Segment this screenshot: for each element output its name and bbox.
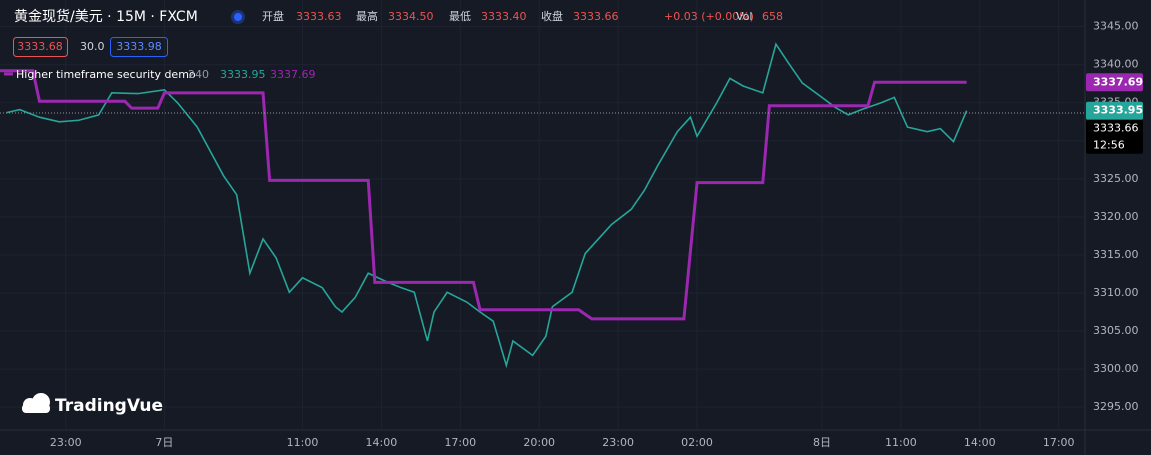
- bid-price[interactable]: 3333.68: [17, 40, 63, 53]
- ohlc-label: 收盘: [541, 9, 563, 23]
- logo-part: [22, 404, 50, 413]
- countdown: 12:56: [1093, 139, 1125, 152]
- indicator-value: 3337.69: [270, 68, 316, 81]
- ohlc-value: 3333.40: [481, 10, 527, 23]
- series-line: [6, 42, 968, 369]
- y-tick-label: 3345.00: [1093, 20, 1139, 33]
- y-tick-label: 3325.00: [1093, 172, 1139, 185]
- last-price-label: 3333.66: [1093, 122, 1139, 135]
- change: +0.03 (+0.00%): [664, 10, 754, 23]
- indicator-param: 240: [188, 68, 209, 81]
- x-tick-label: 17:00: [444, 436, 476, 449]
- ohlc-value: 3333.66: [573, 10, 619, 23]
- x-tick-label: 17:00: [1043, 436, 1075, 449]
- ohlc-label: 开盘: [262, 9, 284, 23]
- x-tick-label: 23:00: [50, 436, 82, 449]
- x-tick-label: 20:00: [523, 436, 555, 449]
- bid-box[interactable]: [13, 37, 68, 57]
- x-tick-label: 02:00: [681, 436, 713, 449]
- x-tick-label: 14:00: [366, 436, 398, 449]
- indicator-name[interactable]: Higher timeframe security demo: [16, 68, 196, 81]
- indicator-value: 3333.95: [220, 68, 266, 81]
- ohlc-label: 最低: [449, 10, 471, 23]
- status-dot: [234, 13, 242, 21]
- ohlc-label: 最高: [356, 9, 378, 23]
- ohlc-value: 3333.63: [296, 10, 342, 23]
- plot: [0, 0, 1085, 430]
- x-tick-label: 23:00: [602, 436, 634, 449]
- ask-price[interactable]: 3333.98: [116, 40, 162, 53]
- x-tick-label: 7日: [155, 436, 173, 449]
- y-tick-label: 3315.00: [1093, 248, 1139, 261]
- last-price-tag: [1086, 119, 1143, 154]
- watermark-text: TradingVue: [55, 396, 163, 416]
- symbol-title: 黄金现货/美元 · 15M · FXCM: [14, 8, 198, 25]
- volume-value: 658: [762, 10, 783, 23]
- watermark: TradingVue: [22, 393, 163, 416]
- ohlc-value: 3334.50: [388, 10, 434, 23]
- price-tag-label: 3337.69: [1093, 75, 1143, 88]
- x-tick-label: 8日: [813, 436, 831, 449]
- y-tick-label: 3340.00: [1093, 58, 1139, 71]
- y-tick-label: 3305.00: [1093, 324, 1139, 337]
- spread: 30.0: [80, 40, 105, 53]
- x-tick-label: 11:00: [885, 436, 917, 449]
- volume-label: Vol: [736, 10, 752, 23]
- price-tag: [1086, 73, 1143, 92]
- series-line: [0, 69, 967, 321]
- y-tick-label: 3295.00: [1093, 400, 1139, 413]
- price-tag: [1086, 101, 1143, 120]
- y-tick-label: 3310.00: [1093, 286, 1139, 299]
- y-tick-label: 3300.00: [1093, 362, 1139, 375]
- ask-box[interactable]: [110, 37, 168, 57]
- y-tick-label: 3320.00: [1093, 210, 1139, 223]
- x-tick-label: 11:00: [287, 436, 319, 449]
- price-tag-label: 3333.95: [1093, 104, 1143, 117]
- x-tick-label: 14:00: [964, 436, 996, 449]
